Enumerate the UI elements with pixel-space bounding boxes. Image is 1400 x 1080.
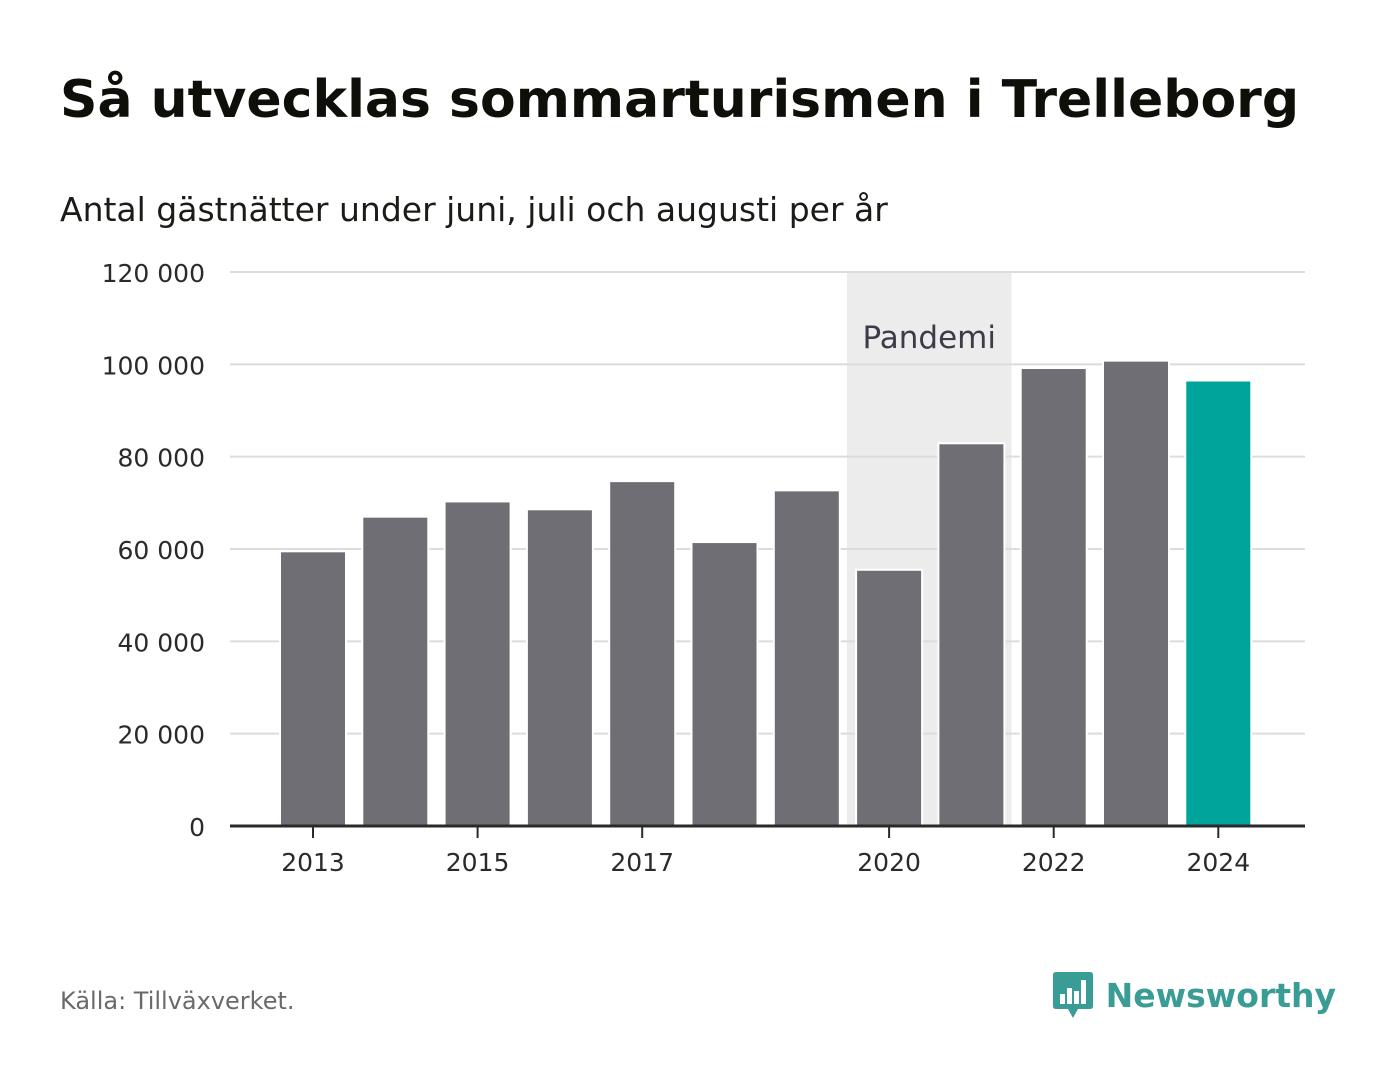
- bar-2024: [1184, 379, 1253, 827]
- pandemic-label: Pandemi: [862, 320, 996, 356]
- y-tick-label: 40 000: [118, 628, 205, 657]
- bar-2021: [937, 442, 1006, 827]
- x-tick-label: 2022: [1022, 848, 1086, 877]
- x-tick-label: 2017: [610, 848, 674, 877]
- newsworthy-logo: Newsworthy: [1052, 970, 1336, 1020]
- bar-2022: [1019, 367, 1088, 827]
- bar-2020: [855, 568, 924, 828]
- brand-name: Newsworthy: [1105, 975, 1336, 1015]
- chart-subtitle: Antal gästnätter under juni, juli och au…: [60, 190, 888, 229]
- bar-2013: [279, 550, 347, 828]
- bar-2018: [690, 541, 759, 827]
- bar-2023: [1102, 359, 1170, 827]
- bar-2015: [443, 500, 512, 827]
- y-tick-label: 120 000: [102, 259, 205, 288]
- y-tick-label: 100 000: [102, 351, 205, 380]
- x-tick-label: 2013: [281, 848, 345, 877]
- x-tick-label: 2020: [857, 848, 921, 877]
- newsworthy-logo-icon: [1052, 972, 1093, 1018]
- x-tick-label: 2015: [446, 848, 510, 877]
- source-note: Källa: Tillväxverket.: [60, 987, 295, 1015]
- bar-2017: [608, 480, 677, 827]
- y-tick-label: 60 000: [118, 536, 205, 565]
- chart-title: Så utvecklas sommarturismen i Trelleborg: [60, 70, 1300, 130]
- bar-2016: [525, 508, 594, 827]
- y-tick-label: 80 000: [118, 444, 205, 473]
- bar-2019: [772, 489, 841, 827]
- y-tick-label: 0: [189, 813, 205, 842]
- x-tick-label: 2024: [1186, 848, 1250, 877]
- y-tick-label: 20 000: [118, 721, 205, 750]
- bar-2014: [361, 515, 430, 828]
